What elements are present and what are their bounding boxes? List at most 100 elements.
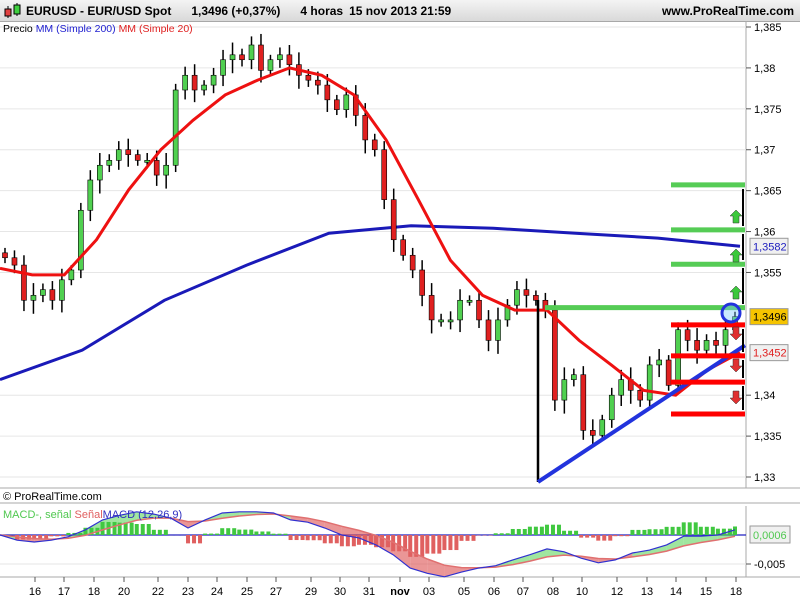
candle-body xyxy=(201,84,207,91)
macd-last-value-box xyxy=(749,525,791,544)
macd-histogram-bar xyxy=(596,535,601,541)
legend-ma20-a[interactable]: MM xyxy=(118,23,137,35)
macd-histogram-bar xyxy=(493,533,498,535)
candle xyxy=(447,311,454,330)
candle-body xyxy=(362,115,369,141)
candle-body xyxy=(637,389,643,401)
x-tick-label: 03 xyxy=(423,586,435,598)
candle xyxy=(485,310,492,352)
x-tick-label: nov xyxy=(390,586,410,598)
x-tick-label: 05 xyxy=(458,586,470,598)
macd-histogram-bar xyxy=(249,529,254,535)
macd-histogram-bar xyxy=(220,528,225,535)
candle xyxy=(476,292,482,329)
last-value-box xyxy=(749,308,789,326)
macd-fill xyxy=(666,536,684,552)
candle-body xyxy=(571,374,577,380)
macd-histogram-bar xyxy=(653,529,658,535)
macd-histogram-bar xyxy=(215,533,220,535)
macd-histogram-bar xyxy=(539,526,544,535)
candle-body xyxy=(248,44,255,61)
candle-body xyxy=(258,44,264,71)
macd-histogram-bar xyxy=(368,535,373,545)
macd-histogram-bar xyxy=(642,529,647,535)
macd-histogram-bar xyxy=(294,535,299,541)
macd-fill xyxy=(324,521,342,535)
candle xyxy=(239,48,245,67)
macd-histogram-bar xyxy=(698,526,703,535)
timeframe[interactable]: 4 horas xyxy=(300,3,344,18)
macd-histogram-bar xyxy=(209,533,214,535)
candle-body xyxy=(305,74,312,81)
macd-histogram-bar xyxy=(510,528,515,535)
macd-histogram-bar xyxy=(391,535,396,552)
candle-body xyxy=(447,319,454,323)
candle xyxy=(428,283,435,334)
y-tick-label: 1,335 xyxy=(754,431,782,443)
candle xyxy=(381,141,388,210)
legend-ma200-b[interactable]: (Simple 200) xyxy=(56,23,116,35)
candle xyxy=(125,138,132,167)
macd-fill xyxy=(119,511,137,525)
candle-body xyxy=(324,84,331,101)
macd-histogram-bar xyxy=(397,535,402,552)
macd-fill xyxy=(512,554,530,565)
candle-body xyxy=(713,340,719,346)
x-tick-label: 27 xyxy=(270,586,282,598)
macd-histogram-bar xyxy=(146,524,151,535)
macd-histogram-bar xyxy=(356,535,361,545)
macd-histogram-bar xyxy=(351,535,356,547)
macd-histogram-bar xyxy=(471,535,476,541)
macd-histogram-bar xyxy=(647,529,652,535)
macd-histogram-bar xyxy=(544,524,549,535)
y-tick-label: -0,005 xyxy=(754,559,785,571)
candle xyxy=(703,334,710,357)
legend-ma20-b[interactable]: (Simple 20) xyxy=(138,23,193,35)
candle-body xyxy=(485,319,492,341)
macd-histogram-bar xyxy=(574,530,579,535)
candle-body xyxy=(495,319,501,341)
macd-legend-a[interactable]: MACD-, señal xyxy=(3,509,72,521)
macd-histogram-bar xyxy=(533,526,538,535)
x-tick-label: 13 xyxy=(641,586,653,598)
site-link[interactable]: www.ProRealTime.com xyxy=(661,3,794,18)
macd-fill xyxy=(649,544,667,555)
x-tick-label: 10 xyxy=(576,586,588,598)
macd-histogram-bar xyxy=(704,526,709,535)
macd-histogram-bar xyxy=(499,533,504,535)
up-arrow-icon xyxy=(729,285,743,300)
ma200-line xyxy=(0,224,741,382)
candle-body xyxy=(144,160,151,163)
candle xyxy=(334,94,340,116)
candle xyxy=(21,255,27,312)
macd-histogram-bar xyxy=(693,522,698,535)
macd-histogram-bar xyxy=(140,524,145,535)
support-trendline xyxy=(536,343,747,484)
candle-body xyxy=(400,239,406,256)
legend-ma200-a[interactable]: MM xyxy=(35,23,54,35)
candle-body xyxy=(40,289,46,296)
macd-histogram-bar xyxy=(414,535,419,557)
candle xyxy=(627,367,634,404)
x-tick-label: 23 xyxy=(182,586,194,598)
macd-histogram-bar xyxy=(151,529,156,535)
macd-histogram-bar xyxy=(733,526,737,535)
macd-histogram-bar xyxy=(271,533,276,535)
macd-histogram-bar xyxy=(203,533,208,535)
candle xyxy=(220,49,226,87)
x-tick-label: 15 xyxy=(700,586,712,598)
macd-histogram-bar xyxy=(192,535,197,544)
candle xyxy=(571,368,577,387)
y-tick-label: 1,38 xyxy=(754,63,775,75)
candle-body xyxy=(466,299,473,303)
candle-body xyxy=(334,99,340,110)
macd-legend-c[interactable]: MACD (12,26,9) xyxy=(102,509,183,521)
candle xyxy=(438,313,444,327)
candle xyxy=(504,299,511,327)
candle xyxy=(608,387,615,428)
macd-histogram-bar xyxy=(123,522,128,535)
macd-histogram-bar xyxy=(374,535,379,548)
macd-legend-b[interactable]: Señal xyxy=(74,509,103,521)
candle-body xyxy=(277,54,283,61)
